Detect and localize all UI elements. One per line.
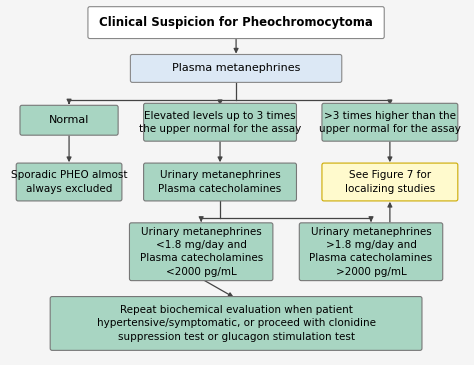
Text: Elevated levels up to 3 times
the upper normal for the assay: Elevated levels up to 3 times the upper … — [139, 111, 301, 134]
FancyBboxPatch shape — [322, 163, 458, 201]
Text: Urinary metanephrines
<1.8 mg/day and
Plasma catecholamines
<2000 pg/mL: Urinary metanephrines <1.8 mg/day and Pl… — [139, 227, 263, 277]
Text: Sporadic PHEO almost
always excluded: Sporadic PHEO almost always excluded — [11, 170, 128, 193]
FancyBboxPatch shape — [144, 103, 296, 141]
Text: Normal: Normal — [49, 115, 89, 125]
Text: Repeat biochemical evaluation when patient
hypertensive/symptomatic, or proceed : Repeat biochemical evaluation when patie… — [97, 305, 375, 342]
Text: >3 times higher than the
upper normal for the assay: >3 times higher than the upper normal fo… — [319, 111, 461, 134]
Text: Plasma metanephrines: Plasma metanephrines — [172, 64, 300, 73]
Text: Urinary metanephrines
Plasma catecholamines: Urinary metanephrines Plasma catecholami… — [158, 170, 282, 193]
Text: Urinary metanephrines
>1.8 mg/day and
Plasma catecholamines
>2000 pg/mL: Urinary metanephrines >1.8 mg/day and Pl… — [310, 227, 433, 277]
FancyBboxPatch shape — [88, 7, 384, 39]
FancyBboxPatch shape — [322, 103, 458, 141]
FancyBboxPatch shape — [130, 54, 342, 82]
FancyBboxPatch shape — [50, 297, 422, 350]
Text: See Figure 7 for
localizing studies: See Figure 7 for localizing studies — [345, 170, 435, 193]
FancyBboxPatch shape — [20, 105, 118, 135]
FancyBboxPatch shape — [129, 223, 273, 281]
FancyBboxPatch shape — [16, 163, 122, 201]
Text: Clinical Suspicion for Pheochromocytoma: Clinical Suspicion for Pheochromocytoma — [99, 16, 373, 29]
FancyBboxPatch shape — [144, 163, 296, 201]
FancyBboxPatch shape — [299, 223, 443, 281]
